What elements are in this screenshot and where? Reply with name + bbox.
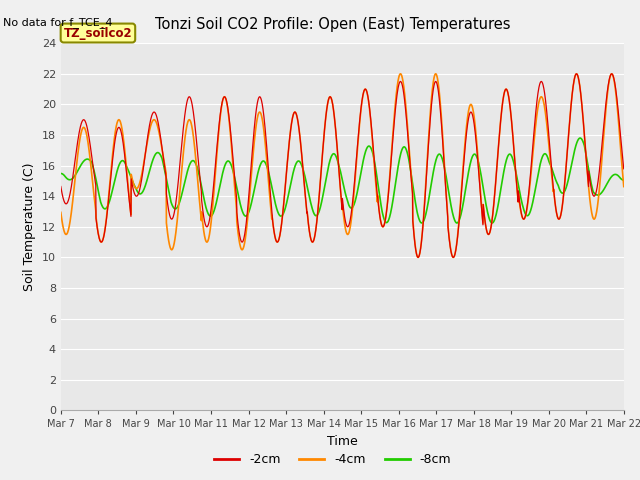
- Text: TZ_soilco2: TZ_soilco2: [63, 26, 132, 39]
- X-axis label: Time: Time: [327, 435, 358, 448]
- Text: No data for f_TCE_4: No data for f_TCE_4: [3, 17, 113, 28]
- Y-axis label: Soil Temperature (C): Soil Temperature (C): [23, 163, 36, 291]
- Legend: -2cm, -4cm, -8cm: -2cm, -4cm, -8cm: [209, 448, 456, 471]
- Text: Tonzi Soil CO2 Profile: Open (East) Temperatures: Tonzi Soil CO2 Profile: Open (East) Temp…: [155, 17, 511, 32]
